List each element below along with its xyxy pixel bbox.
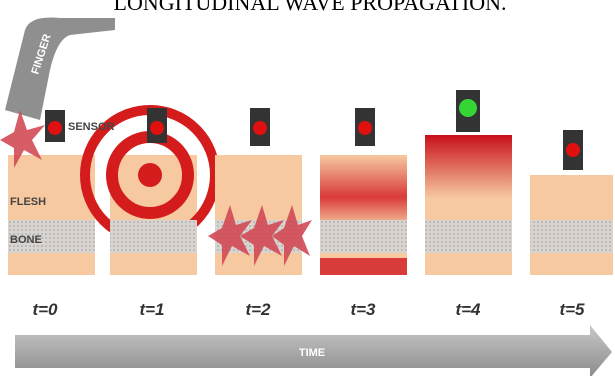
bone bbox=[8, 220, 613, 253]
diagram: LONGITUDINAL WAVE PROPAGATION. FINGER bbox=[0, 0, 615, 376]
flesh-label: FLESH bbox=[10, 196, 46, 208]
time-step: t=4 bbox=[455, 300, 481, 319]
sensor-label: SENSOR bbox=[68, 121, 115, 133]
time-steps: t=0 t=1 t=2 t=3 t=4 t=5 bbox=[32, 300, 585, 319]
time-step: t=3 bbox=[350, 300, 376, 319]
wave bbox=[138, 163, 162, 187]
time-step: t=5 bbox=[559, 300, 585, 319]
flesh bbox=[320, 155, 407, 275]
finger bbox=[5, 18, 115, 121]
time-step: t=1 bbox=[139, 300, 164, 319]
bone-label: BONE bbox=[10, 234, 42, 246]
time-step: t=0 bbox=[32, 300, 58, 319]
title: LONGITUDINAL WAVE PROPAGATION. bbox=[114, 0, 507, 15]
time-label: TIME bbox=[299, 347, 325, 359]
flesh bbox=[425, 135, 512, 275]
wave bbox=[320, 258, 407, 275]
time-step: t=2 bbox=[245, 300, 271, 319]
panels bbox=[0, 90, 613, 275]
